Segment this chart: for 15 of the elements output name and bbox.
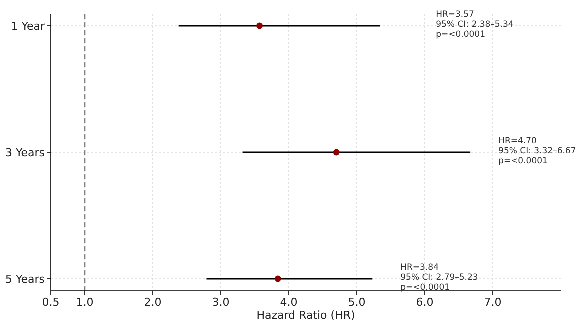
x-tick-label: 6.0 — [416, 296, 434, 309]
annotation: HR=3.57 95% CI: 2.38–5.34 p=<0.0001 — [436, 10, 514, 40]
annotation: HR=4.70 95% CI: 3.32–6.67 p=<0.0001 — [498, 136, 576, 166]
y-tick-label: 3 Years — [5, 146, 46, 160]
x-tick-label: 0.5 — [42, 296, 60, 309]
y-tick-label: 1 Year — [11, 20, 46, 33]
x-tick-label: 2.0 — [144, 296, 162, 309]
x-tick-label: 1.0 — [76, 296, 94, 309]
x-axis-title: Hazard Ratio (HR) — [256, 309, 356, 321]
x-tick-label: 5.0 — [348, 296, 366, 309]
annotation: HR=3.84 95% CI: 2.79–5.23 p=<0.0001 — [400, 263, 478, 293]
y-tick-label: 5 Years — [5, 273, 46, 286]
x-tick-label: 4.0 — [280, 296, 298, 309]
x-tick-label: 7.0 — [484, 296, 502, 309]
x-tick-label: 3.0 — [212, 296, 230, 309]
